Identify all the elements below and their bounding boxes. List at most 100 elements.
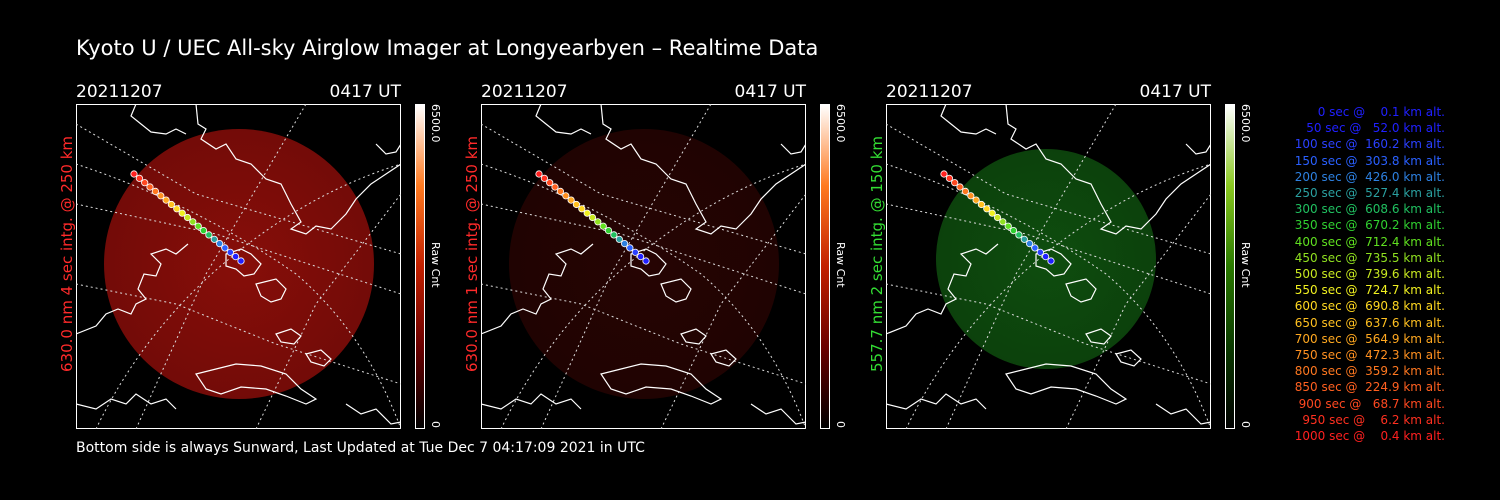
panel-time: 0417 UT bbox=[734, 82, 807, 102]
coastline bbox=[886, 393, 987, 410]
trajectory-point bbox=[162, 196, 170, 204]
imager-panel-3: 20211207 0417 UT bbox=[886, 82, 1211, 432]
coastline bbox=[750, 403, 806, 425]
trajectory-point bbox=[183, 213, 192, 222]
panel-date: 20211207 bbox=[886, 82, 973, 102]
trajectory-point bbox=[562, 192, 570, 200]
panel-time: 0417 UT bbox=[329, 82, 402, 102]
map-grid-line bbox=[135, 104, 307, 429]
colorbar-min-label: 0 bbox=[834, 421, 847, 428]
coastline bbox=[630, 248, 667, 277]
trajectory-point bbox=[572, 200, 581, 209]
coastline bbox=[345, 403, 401, 425]
trajectory-point bbox=[130, 170, 138, 178]
trajectory-point bbox=[583, 209, 591, 217]
imager-panel-1: 20211207 0417 UT bbox=[76, 82, 401, 432]
map-grid-line bbox=[886, 163, 1211, 429]
coastline bbox=[780, 143, 806, 155]
map-grid-line bbox=[76, 283, 401, 385]
trajectory-point bbox=[194, 222, 202, 230]
colorbar-red-1 bbox=[415, 104, 425, 429]
coastline bbox=[76, 243, 189, 335]
trajectory-point bbox=[1009, 227, 1018, 235]
trajectory-point bbox=[567, 196, 575, 204]
trajectory-point bbox=[216, 240, 224, 248]
trajectory-point bbox=[199, 227, 208, 235]
coastline bbox=[255, 278, 287, 303]
trajectory-point bbox=[988, 209, 996, 217]
coastline bbox=[481, 393, 582, 410]
panel-2-ylabel: 630.0 nm 1 sec intg. @ 250 km bbox=[463, 135, 481, 372]
map-grid-line bbox=[886, 123, 1211, 255]
trajectory-point bbox=[610, 231, 618, 239]
trajectory-point bbox=[993, 213, 1002, 222]
airglow-disk bbox=[104, 129, 374, 399]
colorbar-green bbox=[1225, 104, 1235, 429]
trajectory-point bbox=[578, 205, 586, 213]
trajectory-legend: 0 sec @ 0.1 km alt. 50 sec @ 52.0 km alt.… bbox=[1255, 104, 1445, 444]
trajectory-point bbox=[173, 205, 181, 213]
legend-row: 400 sec @ 712.4 km alt. bbox=[1294, 234, 1445, 249]
trajectory-point bbox=[1004, 222, 1012, 230]
trajectory-point bbox=[1015, 231, 1023, 239]
map-grid-line bbox=[76, 163, 401, 429]
legend-row: 1000 sec @ 0.4 km alt. bbox=[1294, 429, 1445, 444]
page-title: Kyoto U / UEC All-sky Airglow Imager at … bbox=[76, 36, 819, 60]
legend-row: 700 sec @ 564.9 km alt. bbox=[1294, 331, 1445, 346]
map-grid-line bbox=[1065, 193, 1211, 429]
colorbar-min-label: 0 bbox=[1239, 421, 1252, 428]
legend-row: 350 sec @ 670.2 km alt. bbox=[1294, 218, 1445, 233]
legend-row: 900 sec @ 68.7 km alt. bbox=[1298, 396, 1445, 411]
coastline bbox=[275, 328, 302, 345]
colorbar-max-label: 6500.0 bbox=[834, 104, 847, 143]
trajectory-point bbox=[1026, 240, 1034, 248]
coastline bbox=[1065, 278, 1097, 303]
trajectory-point bbox=[1036, 248, 1044, 256]
legend-row: 550 sec @ 724.7 km alt. bbox=[1294, 283, 1445, 298]
coastline bbox=[225, 248, 262, 277]
trajectory-point bbox=[637, 253, 645, 261]
coastline bbox=[195, 104, 401, 235]
trajectory-point bbox=[1031, 244, 1039, 252]
trajectory-point bbox=[226, 248, 234, 256]
coastline bbox=[375, 143, 401, 155]
coastline bbox=[1005, 104, 1211, 235]
trajectory-point bbox=[141, 179, 149, 187]
trajectory-point bbox=[604, 227, 613, 235]
colorbar-unit-label: Raw Cnt bbox=[429, 242, 442, 288]
colorbar-unit-label: Raw Cnt bbox=[1239, 242, 1252, 288]
trajectory-point bbox=[540, 174, 549, 182]
trajectory-point bbox=[945, 174, 954, 182]
legend-row: 200 sec @ 426.0 km alt. bbox=[1294, 169, 1445, 184]
legend-row: 850 sec @ 224.9 km alt. bbox=[1294, 380, 1445, 395]
trajectory-point bbox=[626, 244, 634, 252]
trajectory-point bbox=[210, 235, 218, 243]
legend-row: 250 sec @ 527.4 km alt. bbox=[1294, 186, 1445, 201]
trajectory-point bbox=[237, 257, 245, 265]
legend-row: 650 sec @ 637.6 km alt. bbox=[1294, 315, 1445, 330]
map-svg bbox=[481, 104, 806, 429]
trajectory-point bbox=[594, 218, 602, 226]
coastline bbox=[600, 363, 723, 405]
trajectory-point bbox=[167, 200, 176, 209]
trajectory-point bbox=[961, 187, 970, 196]
trajectory-point bbox=[621, 240, 629, 248]
trajectory-point bbox=[967, 192, 975, 200]
colorbar-max-label: 6500.0 bbox=[1239, 104, 1252, 143]
map-grid-line bbox=[481, 283, 806, 385]
map-grid-line bbox=[481, 123, 806, 255]
panel-date: 20211207 bbox=[76, 82, 163, 102]
coastline bbox=[1035, 248, 1072, 277]
trajectory-point bbox=[151, 187, 160, 196]
panel-1-ylabel: 630.0 nm 4 sec intg. @ 250 km bbox=[58, 135, 76, 372]
map-grid-line bbox=[886, 283, 1211, 385]
map-svg bbox=[886, 104, 1211, 429]
trajectory-point bbox=[642, 257, 650, 265]
coastline bbox=[886, 243, 999, 335]
trajectory-point bbox=[1042, 253, 1050, 261]
trajectory-point bbox=[205, 231, 213, 239]
trajectory-point bbox=[977, 200, 986, 209]
trajectory-point bbox=[232, 253, 240, 261]
panel-date: 20211207 bbox=[481, 82, 568, 102]
map-grid-line bbox=[255, 193, 401, 429]
